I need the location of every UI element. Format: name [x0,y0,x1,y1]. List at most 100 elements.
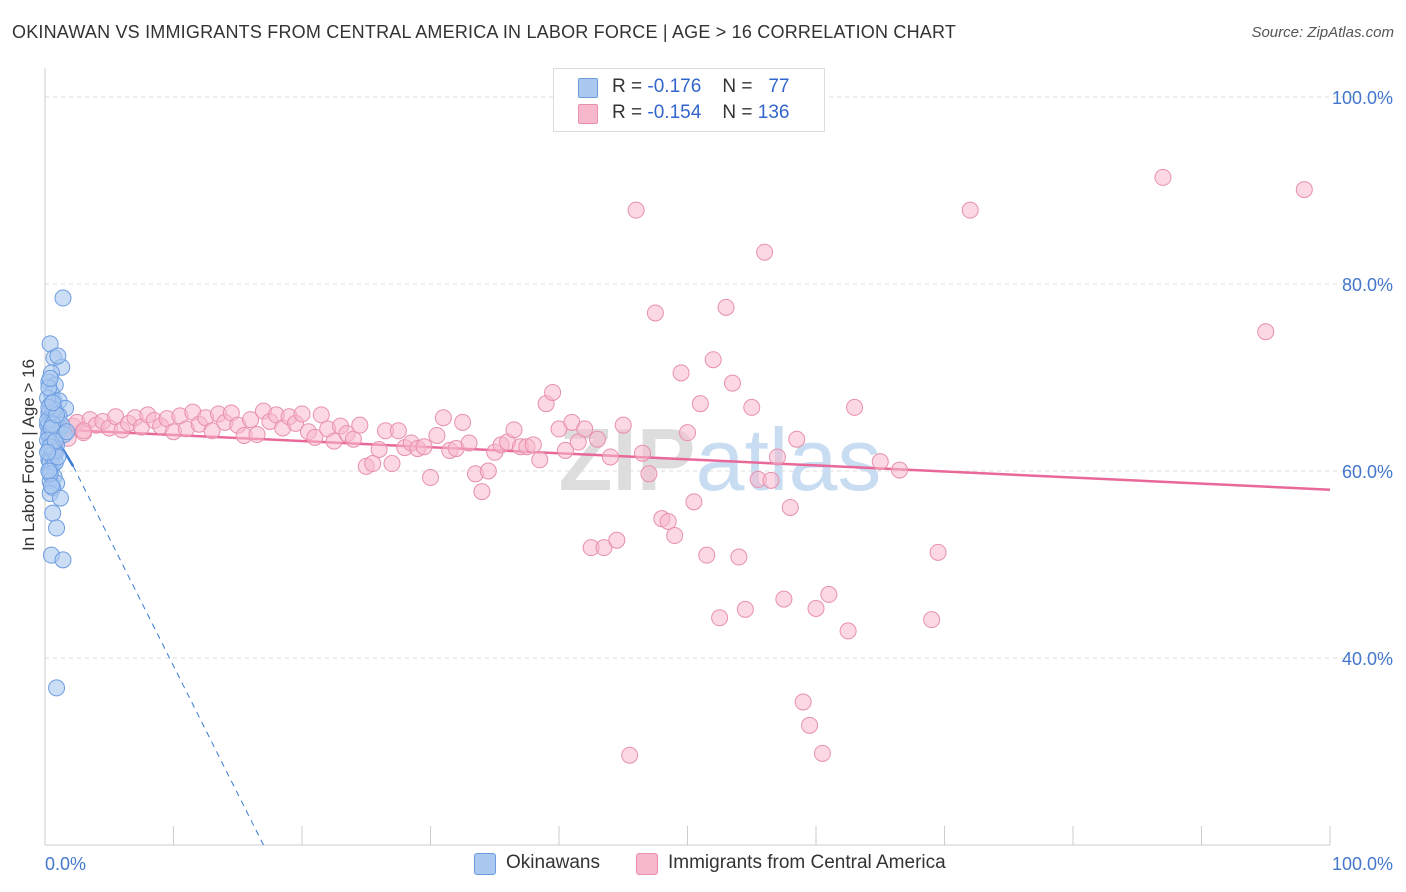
data-point-central-america [293,405,311,423]
data-point-central-america [929,543,947,561]
data-point-central-america [698,546,716,564]
data-point-central-america [614,416,632,434]
data-point-okinawan [40,462,58,480]
legend-swatch-blue [474,853,496,875]
data-point-okinawan [58,423,76,441]
legend-swatch-pink [636,853,658,875]
data-point-central-america [454,413,472,431]
data-point-central-america [75,422,93,440]
legend-r-label: R = [612,102,643,123]
legend-r-value: -0.176 [647,76,702,97]
data-point-central-america [672,364,690,382]
legend-swatch-pink [578,104,598,124]
gridlines [45,96,1392,659]
data-point-central-america [344,430,362,448]
data-point-central-america [595,539,613,557]
bottom-legend-label: Okinawans [506,852,600,873]
data-point-central-america [248,426,266,444]
data-point-central-america [756,243,774,261]
data-point-central-america [505,421,523,439]
legend-r-label: R = [612,76,643,97]
data-point-central-america [768,448,786,466]
y-tick-labels: 40.0% 60.0% 80.0% 100.0% [1332,88,1393,669]
trend-line-okinawans-extrapolated [72,466,264,846]
data-point-central-america [1295,181,1313,199]
data-point-okinawan [49,347,67,365]
data-point-central-america [473,483,491,501]
bottom-legend-label: Immigrants from Central America [668,852,946,873]
data-point-okinawan [51,489,69,507]
data-point-central-america [691,395,709,413]
data-point-central-america [608,531,626,549]
data-point-central-america [312,406,330,424]
x-tick-label: 100.0% [1332,854,1393,874]
data-point-central-america [415,438,433,456]
data-point-central-america [634,444,652,462]
data-point-okinawan [54,551,72,569]
y-tick-label: 80.0% [1342,275,1393,295]
y-tick-label: 60.0% [1342,462,1393,482]
data-point-central-america [556,441,574,459]
y-tick-label: 100.0% [1332,88,1393,108]
legend-n-label: N = [722,102,753,123]
legend-r-value: -0.154 [647,102,702,123]
data-point-central-america [1257,323,1275,341]
data-point-central-america [1154,168,1172,186]
data-point-central-america [801,716,819,734]
data-point-central-america [306,428,324,446]
data-point-central-america [351,416,369,434]
legend-n-label: N = [722,76,753,97]
data-point-okinawan [48,679,66,697]
data-point-central-america [460,434,478,452]
data-point-central-america [383,455,401,473]
legend-n-value: 136 [757,102,790,123]
data-point-central-america [659,512,677,530]
legend-swatch-blue [578,78,598,98]
data-point-central-america [711,609,729,627]
data-point-central-america [679,424,696,442]
watermark-atlas: atlas [696,410,882,509]
y-axis-title: In Labor Force | Age > 16 [19,359,38,551]
data-point-okinawan [44,504,62,522]
data-point-central-america [736,600,754,618]
data-point-central-america [325,432,343,450]
data-point-central-america [422,469,439,487]
data-point-okinawan [41,369,59,387]
data-point-central-america [871,453,889,471]
x-tick-labels: 0.0% 100.0% [45,854,1393,874]
data-point-central-america [203,422,221,440]
data-point-central-america [531,451,549,469]
legend-n-value: 77 [768,76,790,97]
data-point-central-america [923,611,941,629]
data-point-central-america [685,493,703,511]
data-point-central-america [242,411,260,429]
data-point-central-america [428,426,446,444]
data-point-central-america [743,398,761,416]
data-point-central-america [775,590,793,608]
data-point-central-america [846,398,864,416]
data-point-central-america [723,374,741,392]
data-point-central-america [781,498,799,516]
data-point-central-america [544,383,562,401]
data-point-central-america [646,304,664,322]
data-point-okinawan [44,394,62,412]
data-point-central-america [627,201,645,219]
data-point-central-america [788,430,806,448]
data-point-central-america [762,471,780,489]
data-point-central-america [730,548,748,566]
data-point-central-america [704,351,722,369]
data-point-okinawan [54,289,72,307]
data-point-okinawan [48,519,66,537]
data-point-central-america [479,462,497,480]
correlation-legend: R = -0.176 N = 77 R = -0.154 N = 136 [553,68,825,132]
data-point-central-america [891,461,909,479]
source-label: Source: ZipAtlas.com [1251,24,1394,41]
y-tick-label: 40.0% [1342,649,1393,669]
data-point-central-america [640,465,658,483]
data-point-central-america [434,409,452,427]
series-okinawans [39,289,76,697]
x-tick-label: 0.0% [45,854,86,874]
data-point-central-america [364,455,382,473]
data-point-central-america [601,448,619,466]
